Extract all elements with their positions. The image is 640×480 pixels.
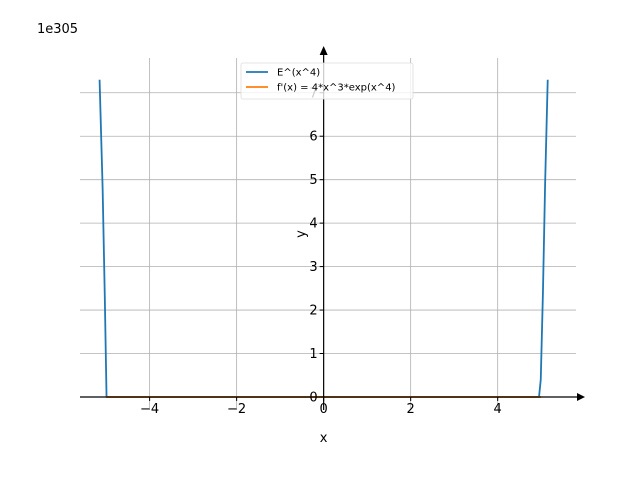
x-tick-label-4: 4 — [494, 402, 502, 417]
legend-box — [240, 62, 414, 100]
y-tick-label-0: 0 — [309, 390, 317, 405]
y-offset-text: 1e305 — [37, 22, 78, 37]
y-tick-label-2: 2 — [309, 304, 317, 319]
x-axis-arrow — [577, 392, 585, 401]
axes — [80, 46, 585, 410]
x-tick-label-3: 2 — [407, 402, 415, 417]
x-tick-label-1: −2 — [227, 402, 246, 417]
y-axis-label: y — [294, 230, 309, 238]
legend-label-0: E^(x^4) — [277, 68, 320, 79]
x-axis-label: x — [320, 431, 328, 446]
grid — [80, 58, 576, 410]
x-tick-label-2: 0 — [320, 402, 328, 417]
legend: E^(x^4) f'(x) = 4*x^3*exp(x^4) — [240, 62, 414, 100]
y-tick-label-3: 3 — [309, 260, 317, 275]
x-tick-label-0: −4 — [140, 402, 159, 417]
y-tick-label-4: 4 — [309, 217, 317, 232]
y-tick-label-1: 1 — [309, 347, 317, 362]
legend-label-1: f'(x) = 4*x^3*exp(x^4) — [277, 83, 396, 94]
y-axis-arrow — [319, 46, 328, 55]
y-tick-label-6: 6 — [309, 130, 317, 145]
y-tick-label-5: 5 — [309, 173, 317, 188]
